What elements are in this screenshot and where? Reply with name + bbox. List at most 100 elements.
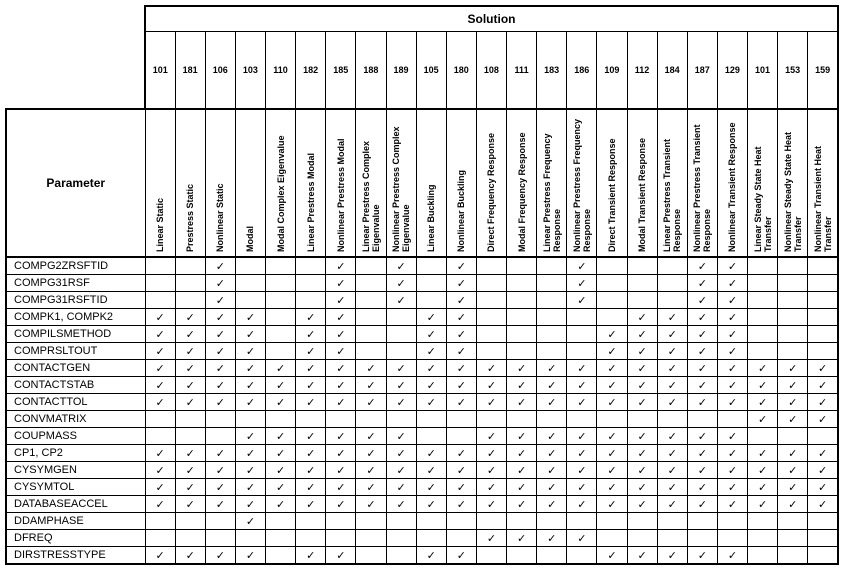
check-icon: ✓: [746, 478, 779, 496]
empty-cell: [325, 529, 357, 547]
check-icon: ✓: [596, 478, 628, 496]
empty-cell: [656, 512, 688, 530]
solution-name-cell: Nonlinear Steady State Heat Transfer: [777, 108, 809, 258]
empty-cell: [505, 325, 538, 343]
empty-cell: [807, 256, 840, 275]
empty-cell: [355, 274, 387, 292]
empty-cell: [566, 410, 598, 428]
check-icon: ✓: [325, 461, 357, 479]
check-icon: ✓: [445, 274, 477, 292]
empty-cell: [355, 410, 387, 428]
empty-cell: [415, 256, 447, 275]
check-icon: ✓: [656, 308, 688, 326]
solution-number: 189: [385, 31, 417, 110]
check-icon: ✓: [445, 308, 477, 326]
table-row: COMPK1, COMPK2 ✓ ✓ ✓ ✓ ✓ ✓ ✓ ✓ ✓ ✓ ✓ ✓: [5, 308, 840, 326]
parameter-name: DDAMPHASE: [5, 512, 146, 530]
empty-cell: [596, 274, 628, 292]
check-icon: ✓: [174, 342, 206, 360]
solution-number: 111: [505, 31, 538, 110]
check-icon: ✓: [596, 495, 628, 513]
check-icon: ✓: [716, 256, 749, 275]
solution-name: Nonlinear Prestress Complex Eigenvalue: [391, 126, 412, 252]
check-icon: ✓: [596, 461, 628, 479]
solution-number: 103: [234, 31, 267, 110]
check-icon: ✓: [566, 376, 598, 394]
table-row: CONVMATRIX ✓ ✓ ✓: [5, 410, 840, 428]
empty-cell: [385, 410, 417, 428]
empty-cell: [746, 512, 779, 530]
check-icon: ✓: [385, 495, 417, 513]
check-icon: ✓: [234, 478, 267, 496]
table-row: CONTACTGEN ✓ ✓ ✓ ✓ ✓ ✓ ✓ ✓ ✓ ✓ ✓ ✓ ✓ ✓ ✓ ✓ ✓ ✓ ✓ ✓ ✓ ✓ ✓: [5, 359, 840, 377]
check-icon: ✓: [596, 325, 628, 343]
check-icon: ✓: [355, 495, 387, 513]
check-icon: ✓: [355, 393, 387, 411]
check-icon: ✓: [626, 325, 658, 343]
check-icon: ✓: [415, 359, 447, 377]
check-icon: ✓: [807, 376, 840, 394]
empty-cell: [716, 410, 749, 428]
empty-cell: [807, 291, 840, 309]
empty-cell: [144, 529, 176, 547]
empty-cell: [475, 342, 508, 360]
check-icon: ✓: [174, 444, 206, 462]
check-icon: ✓: [807, 461, 840, 479]
check-icon: ✓: [325, 256, 357, 275]
check-icon: ✓: [686, 256, 718, 275]
parameter-name: COUPMASS: [5, 427, 146, 445]
empty-cell: [264, 512, 297, 530]
check-icon: ✓: [264, 359, 297, 377]
check-icon: ✓: [234, 546, 267, 565]
empty-cell: [777, 512, 809, 530]
empty-cell: [777, 274, 809, 292]
table-row: DFREQ ✓ ✓ ✓ ✓: [5, 529, 840, 547]
solution-number: 129: [716, 31, 749, 110]
parameter-name: CP1, CP2: [5, 444, 146, 462]
check-icon: ✓: [566, 529, 598, 547]
check-icon: ✓: [807, 495, 840, 513]
empty-cell: [505, 256, 538, 275]
parameter-name: CONTACTGEN: [5, 359, 146, 377]
parameter-name: COMPG31RSF: [5, 274, 146, 292]
table-row: DDAMPHASE ✓: [5, 512, 840, 530]
solution-name: Nonlinear Transient Heat Transfer: [812, 145, 833, 252]
check-icon: ✓: [295, 546, 327, 565]
empty-cell: [807, 546, 840, 565]
solution-header: Solution: [144, 5, 839, 32]
check-icon: ✓: [716, 308, 749, 326]
empty-cell: [264, 529, 297, 547]
empty-cell: [234, 274, 267, 292]
check-icon: ✓: [536, 376, 568, 394]
solution-name: Linear Prestress Modal: [305, 152, 316, 252]
empty-cell: [626, 410, 658, 428]
check-icon: ✓: [144, 461, 176, 479]
solution-number: 105: [415, 31, 447, 110]
check-icon: ✓: [686, 478, 718, 496]
check-icon: ✓: [385, 444, 417, 462]
check-icon: ✓: [475, 393, 508, 411]
empty-cell: [807, 529, 840, 547]
empty-cell: [777, 529, 809, 547]
solution-name: Modal Complex Eigenvalue: [275, 135, 286, 252]
check-icon: ✓: [596, 342, 628, 360]
check-icon: ✓: [355, 359, 387, 377]
check-icon: ✓: [144, 478, 176, 496]
check-icon: ✓: [264, 444, 297, 462]
empty-cell: [777, 308, 809, 326]
check-icon: ✓: [807, 478, 840, 496]
check-icon: ✓: [144, 495, 176, 513]
empty-cell: [505, 546, 538, 565]
empty-cell: [626, 529, 658, 547]
empty-cell: [596, 291, 628, 309]
empty-cell: [144, 427, 176, 445]
empty-cell: [325, 410, 357, 428]
solution-name: Nonlinear Transient Response: [727, 122, 738, 252]
check-icon: ✓: [536, 495, 568, 513]
check-icon: ✓: [686, 427, 718, 445]
check-icon: ✓: [686, 359, 718, 377]
check-icon: ✓: [295, 342, 327, 360]
solution-name: Nonlinear Steady State Heat Transfer: [782, 131, 803, 252]
solution-number: 109: [596, 31, 628, 110]
empty-cell: [355, 512, 387, 530]
